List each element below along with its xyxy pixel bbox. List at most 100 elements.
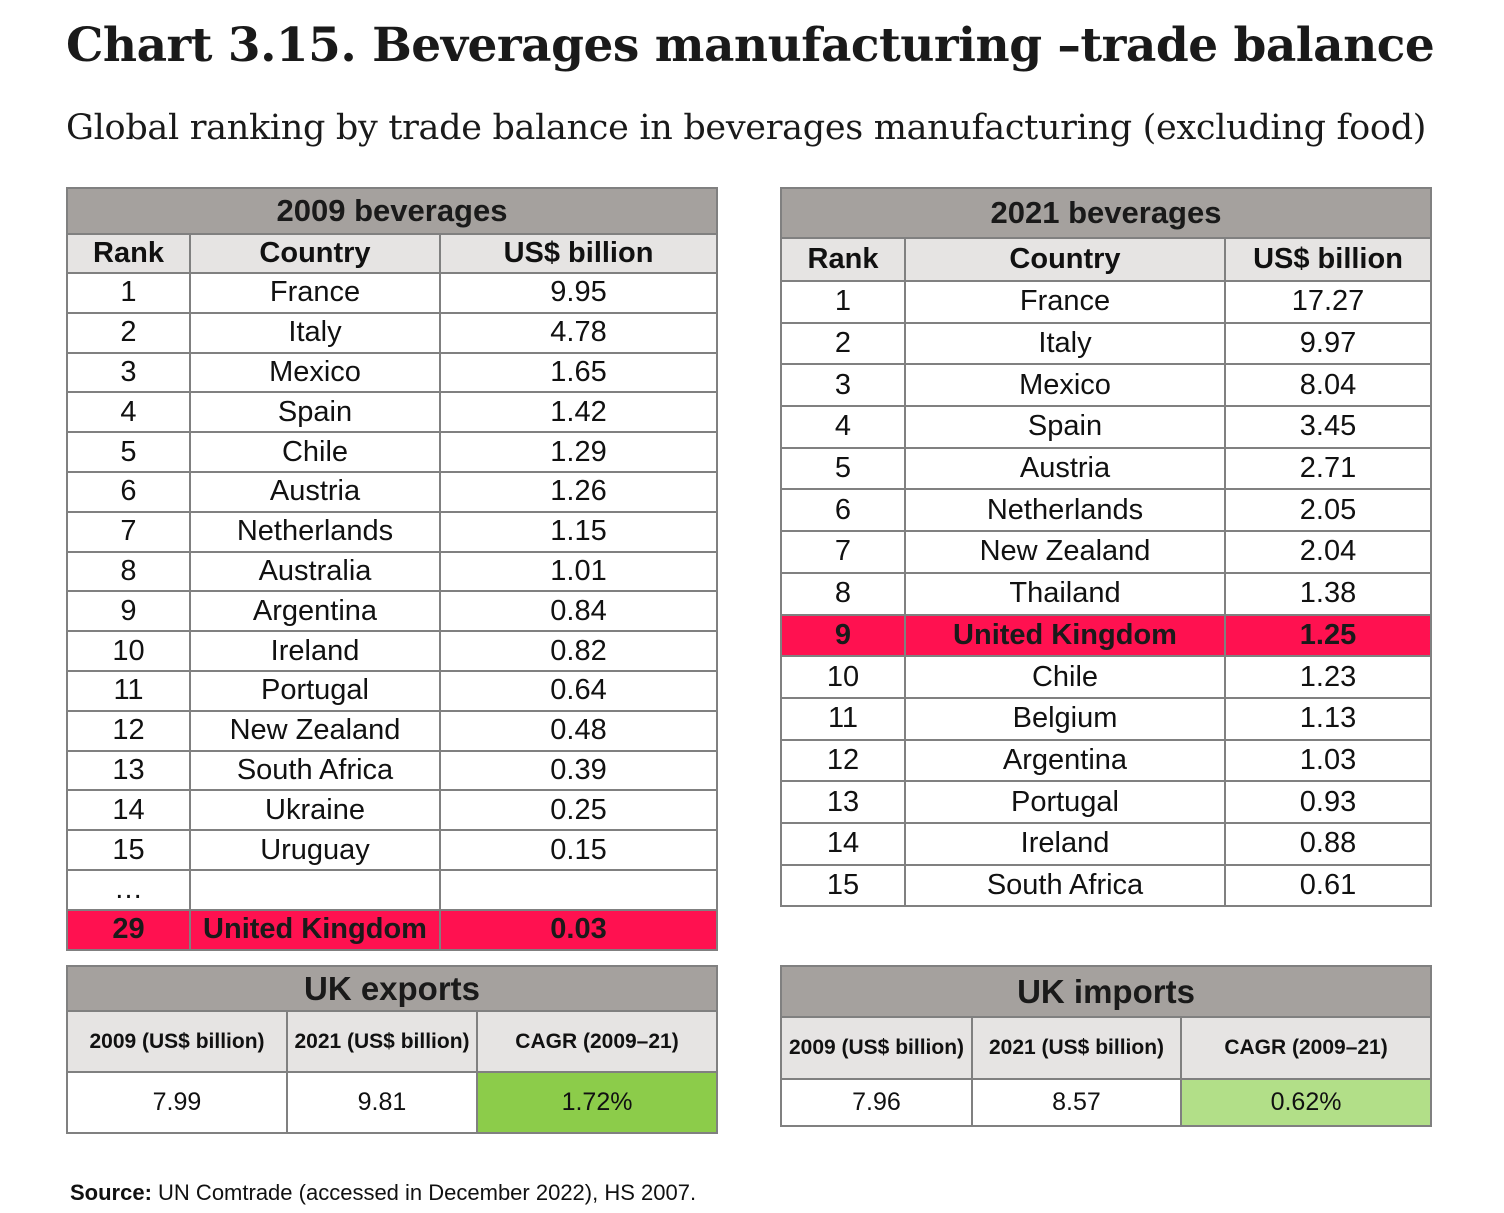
source-label: Source: bbox=[70, 1180, 152, 1205]
table-row: 9 Argentina 0.84 bbox=[66, 590, 718, 633]
rank-cell: 14 bbox=[66, 789, 191, 832]
value-cell: 0.03 bbox=[439, 908, 718, 951]
country-cell: Belgium bbox=[904, 696, 1226, 741]
value-cell: 0.39 bbox=[439, 749, 718, 792]
table-row: … bbox=[66, 868, 718, 911]
country-cell: Spain bbox=[904, 405, 1226, 449]
value-cell: 1.01 bbox=[439, 550, 718, 593]
rank-cell: 11 bbox=[780, 696, 906, 741]
country-cell: Mexico bbox=[189, 351, 441, 394]
column-header-cagr: CAGR (2009–21) bbox=[1179, 1016, 1433, 1080]
value-cell: 9.97 bbox=[1224, 321, 1432, 366]
country-cell: Chile bbox=[189, 431, 441, 473]
rank-cell: 1 bbox=[66, 272, 191, 314]
rank-cell: 6 bbox=[66, 470, 191, 513]
value-cell: 0.61 bbox=[1224, 863, 1432, 908]
country-cell: France bbox=[904, 280, 1226, 324]
rank-cell: 2 bbox=[66, 311, 191, 354]
value-cell: 1.29 bbox=[439, 431, 718, 473]
rank-cell: … bbox=[66, 868, 191, 911]
country-cell: South Africa bbox=[904, 863, 1226, 908]
column-header-2021: 2021 (US$ billion) bbox=[286, 1010, 478, 1073]
table-row: 5 Chile 1.29 bbox=[66, 431, 718, 473]
country-cell: Ukraine bbox=[189, 789, 441, 832]
rank-cell: 13 bbox=[780, 780, 906, 824]
column-header-2009: 2009 (US$ billion) bbox=[780, 1016, 973, 1080]
country-cell: South Africa bbox=[189, 749, 441, 792]
table-row: 14 Ukraine 0.25 bbox=[66, 789, 718, 832]
table-row: 11 Portugal 0.64 bbox=[66, 669, 718, 712]
country-cell: United Kingdom bbox=[904, 613, 1226, 658]
table-row: 7 New Zealand 2.04 bbox=[780, 530, 1432, 574]
rank-cell: 15 bbox=[66, 829, 191, 871]
rank-cell: 2 bbox=[780, 321, 906, 366]
value-cell: 1.65 bbox=[439, 351, 718, 394]
table-row: 4 Spain 3.45 bbox=[780, 405, 1432, 449]
table-title: 2009 beverages bbox=[66, 187, 718, 235]
value-2021: 9.81 bbox=[286, 1071, 478, 1134]
value-cell: 0.48 bbox=[439, 709, 718, 752]
table-row: 13 South Africa 0.39 bbox=[66, 749, 718, 792]
table-row: 8 Australia 1.01 bbox=[66, 550, 718, 593]
value-cagr: 0.62% bbox=[1179, 1078, 1433, 1127]
value-cell: 1.42 bbox=[439, 391, 718, 434]
rank-cell: 15 bbox=[780, 863, 906, 908]
table-row: 3 Mexico 8.04 bbox=[780, 363, 1432, 408]
table-row: 5 Austria 2.71 bbox=[780, 446, 1432, 491]
country-cell: Portugal bbox=[189, 669, 441, 712]
value-cell bbox=[439, 868, 718, 911]
rank-cell: 4 bbox=[66, 391, 191, 434]
table-row: 10 Chile 1.23 bbox=[780, 655, 1432, 699]
value-cagr: 1.72% bbox=[475, 1071, 719, 1134]
country-cell: Argentina bbox=[189, 590, 441, 633]
value-cell: 17.27 bbox=[1224, 280, 1432, 324]
rank-cell: 4 bbox=[780, 405, 906, 449]
country-cell: Netherlands bbox=[904, 488, 1226, 533]
table-row: 3 Mexico 1.65 bbox=[66, 351, 718, 394]
country-cell: Netherlands bbox=[189, 510, 441, 553]
rank-cell: 7 bbox=[66, 510, 191, 553]
country-cell: Mexico bbox=[904, 363, 1226, 408]
source-note: Source: UN Comtrade (accessed in Decembe… bbox=[70, 1180, 696, 1206]
column-header-value: US$ billion bbox=[439, 233, 718, 274]
rank-cell: 6 bbox=[780, 488, 906, 533]
rank-cell: 12 bbox=[66, 709, 191, 752]
value-cell: 1.25 bbox=[1224, 613, 1432, 658]
value-2021: 8.57 bbox=[971, 1078, 1182, 1127]
value-cell: 2.05 bbox=[1224, 488, 1432, 533]
column-header-country: Country bbox=[189, 233, 441, 274]
rank-cell: 8 bbox=[780, 571, 906, 616]
value-cell: 0.84 bbox=[439, 590, 718, 633]
rank-cell: 13 bbox=[66, 749, 191, 792]
country-cell bbox=[189, 868, 441, 911]
value-cell: 1.03 bbox=[1224, 738, 1432, 783]
table-uk-exports: UK exports 2009 (US$ billion) 2021 (US$ … bbox=[65, 965, 719, 1134]
rank-cell: 8 bbox=[66, 550, 191, 593]
rank-cell: 1 bbox=[780, 280, 906, 324]
table-uk-imports: UK imports 2009 (US$ billion) 2021 (US$ … bbox=[779, 965, 1433, 1127]
rank-cell: 3 bbox=[66, 351, 191, 394]
source-text: UN Comtrade (accessed in December 2022),… bbox=[158, 1180, 697, 1205]
column-header-rank: Rank bbox=[66, 233, 191, 274]
rank-cell: 5 bbox=[780, 446, 906, 491]
country-cell: Italy bbox=[904, 321, 1226, 366]
rank-cell: 29 bbox=[66, 908, 191, 951]
table-row: 2 Italy 9.97 bbox=[780, 321, 1432, 366]
value-cell: 0.25 bbox=[439, 789, 718, 832]
chart-subtitle: Global ranking by trade balance in bever… bbox=[66, 108, 1427, 148]
table-row: 12 New Zealand 0.48 bbox=[66, 709, 718, 752]
country-cell: Uruguay bbox=[189, 829, 441, 871]
value-cell: 1.13 bbox=[1224, 696, 1432, 741]
table-row: 15 South Africa 0.61 bbox=[780, 863, 1432, 908]
table-row: 1 France 9.95 bbox=[66, 272, 718, 314]
table-row-highlighted: 29 United Kingdom 0.03 bbox=[66, 908, 718, 951]
country-cell: Australia bbox=[189, 550, 441, 593]
country-cell: United Kingdom bbox=[189, 908, 441, 951]
column-header-value: US$ billion bbox=[1224, 237, 1432, 282]
table-row-highlighted: 9 United Kingdom 1.25 bbox=[780, 613, 1432, 658]
country-cell: New Zealand bbox=[904, 530, 1226, 574]
value-cell: 0.64 bbox=[439, 669, 718, 712]
value-cell: 4.78 bbox=[439, 311, 718, 354]
column-header-country: Country bbox=[904, 237, 1226, 282]
value-2009: 7.96 bbox=[780, 1078, 973, 1127]
